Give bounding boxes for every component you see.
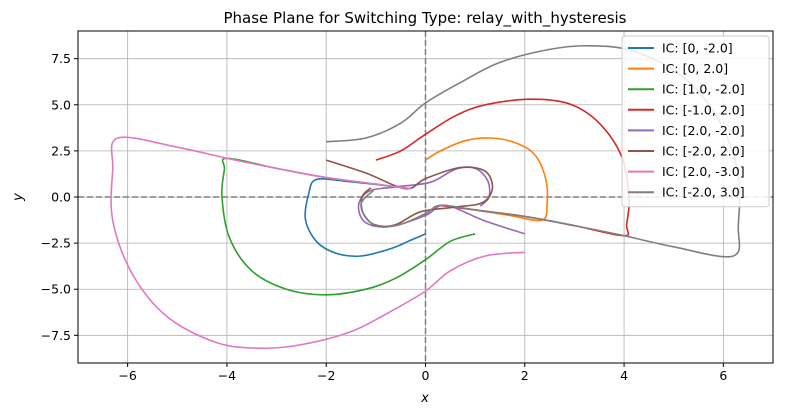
x-axis-label: x — [420, 391, 429, 406]
legend-entry-8: IC: [-2.0, 3.0] — [662, 185, 745, 200]
legend-entry-7: IC: [2.0, -3.0] — [662, 164, 745, 179]
series-line-7 — [110, 136, 525, 350]
series-line-8 — [326, 44, 741, 258]
series-line-2 — [425, 137, 549, 222]
y-tick-label: 7.5 — [51, 51, 71, 66]
y-tick-label: −7.5 — [41, 328, 71, 343]
series-line-1 — [304, 178, 426, 258]
x-tick-label: 0 — [422, 368, 430, 383]
legend-entry-6: IC: [-2.0, 2.0] — [662, 144, 745, 159]
x-tick-label: 4 — [620, 368, 628, 383]
legend-entry-3: IC: [1.0, -2.0] — [662, 82, 745, 97]
series-line-6 — [325, 159, 494, 228]
x-tick-label: −6 — [118, 368, 136, 383]
y-tick-label: 2.5 — [51, 143, 71, 158]
y-tick-label: 5.0 — [51, 97, 71, 112]
y-tick-label: 0.0 — [51, 190, 71, 205]
legend: IC: [0, -2.0] IC: [0, 2.0] IC: [1.0, -2.0]… — [621, 35, 770, 208]
legend-entry-1: IC: [0, -2.0] — [662, 41, 733, 56]
y-tick-label: −5.0 — [41, 282, 71, 297]
y-ticks: −7.5 −5.0 −2.5 0.0 2.5 5.0 7.5 — [41, 51, 78, 343]
x-tick-label: −4 — [218, 368, 236, 383]
y-tick-label: −2.5 — [41, 236, 71, 251]
series-line-5 — [357, 166, 526, 235]
x-ticks: −6 −4 −2 0 2 4 6 — [118, 363, 727, 383]
x-tick-label: 6 — [719, 368, 727, 383]
legend-entry-2: IC: [0, 2.0] — [662, 61, 728, 76]
x-tick-label: 2 — [521, 368, 529, 383]
legend-entry-4: IC: [-1.0, 2.0] — [662, 102, 745, 117]
chart-title: Phase Plane for Switching Type: relay_wi… — [224, 9, 627, 28]
series-lines — [110, 44, 741, 350]
y-axis-label: y — [11, 193, 26, 202]
x-tick-label: −2 — [317, 368, 335, 383]
legend-box — [621, 35, 770, 208]
legend-entry-5: IC: [2.0, -2.0] — [662, 123, 745, 138]
